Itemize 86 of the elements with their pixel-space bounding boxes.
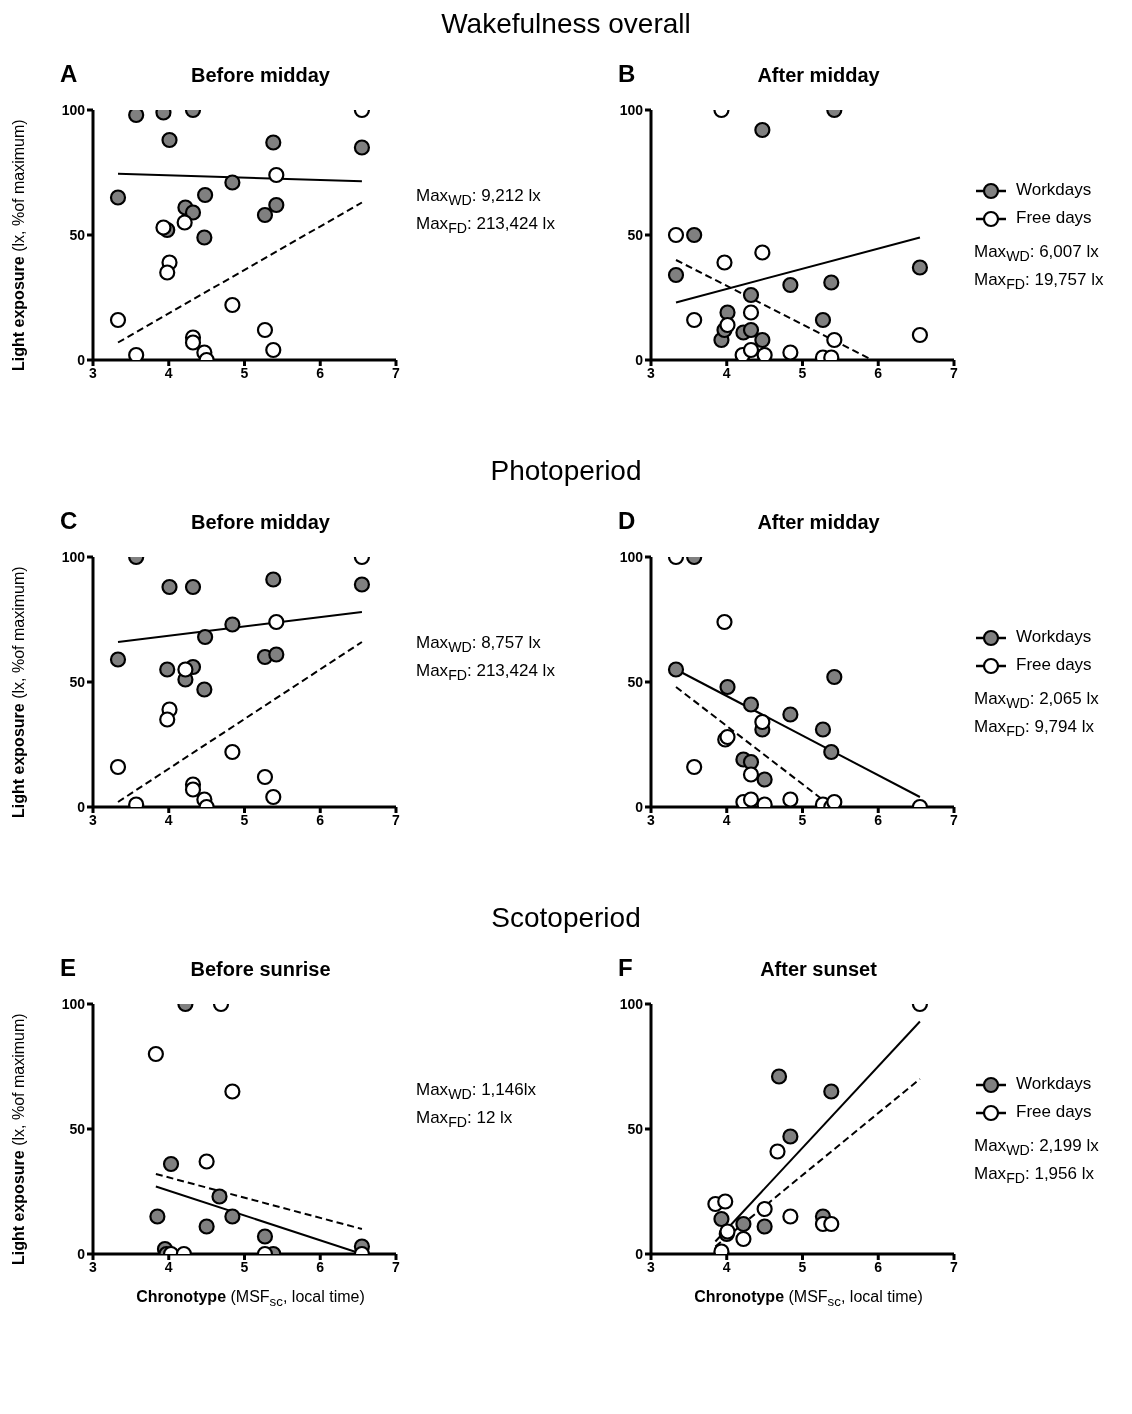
chart-title: Before sunrise	[190, 958, 331, 980]
text: Photoperiod	[490, 455, 642, 486]
y-tick-label: 50	[69, 673, 86, 690]
text: Max$_{WD}$: 8,757 lx	[416, 633, 541, 656]
chart-title: After sunset	[760, 958, 877, 980]
x-tick-label: 5	[240, 364, 249, 381]
x-tick-label: 7	[950, 811, 959, 828]
y-tick-label: 100	[61, 548, 86, 565]
x-tick-label: 3	[647, 811, 656, 828]
text: Max$_{FD}$: 1,956 lx	[974, 1164, 1094, 1187]
x-tick-label: 7	[392, 364, 401, 381]
y-tick-label: 0	[635, 798, 644, 815]
x-tick-label: 6	[316, 364, 325, 381]
y-tick-label: 0	[77, 1245, 86, 1262]
y-tick-label: 50	[627, 1120, 644, 1137]
y-tick-label: 0	[635, 1245, 644, 1262]
x-tick-label: 4	[164, 811, 173, 828]
x-tick-label: 3	[89, 811, 98, 828]
text: E	[60, 954, 77, 981]
chart-title: Before midday	[191, 511, 330, 533]
y-tick-label: 0	[635, 351, 644, 368]
text: Max$_{WD}$: 1,146lx	[416, 1080, 536, 1103]
x-tick-label: 3	[647, 364, 656, 381]
y-tick-label: 100	[619, 101, 644, 118]
y-tick-label: 0	[77, 351, 86, 368]
x-tick-label: 4	[164, 1258, 173, 1275]
x-tick-label: 3	[647, 1258, 656, 1275]
x-tick-label: 6	[316, 1258, 325, 1275]
chart-title: Before midday	[191, 64, 330, 86]
x-tick-label: 3	[89, 1258, 98, 1275]
text: B	[618, 60, 636, 87]
x-tick-label: 4	[722, 364, 731, 381]
text: Max$_{FD}$: 12 lx	[416, 1108, 513, 1131]
y-tick-label: 100	[61, 101, 86, 118]
y-tick-label: 100	[61, 995, 86, 1012]
x-tick-label: 7	[950, 1258, 959, 1275]
x-tick-label: 4	[722, 1258, 731, 1275]
x-tick-label: 6	[874, 811, 883, 828]
text: Max$_{FD}$: 213,424 lx	[416, 214, 555, 237]
x-tick-label: 6	[874, 1258, 883, 1275]
text: Max$_{FD}$: 213,424 lx	[416, 661, 555, 684]
chart-title: After midday	[757, 511, 880, 533]
text: Max$_{WD}$: 2,065 lx	[974, 689, 1099, 712]
x-tick-label: 5	[240, 811, 249, 828]
x-tick-label: 5	[798, 1258, 807, 1275]
chart-title: After midday	[757, 64, 880, 86]
text: Wakefulness overall	[441, 8, 691, 39]
x-tick-label: 4	[722, 811, 731, 828]
x-axis-title: Chronotype (MSF$_{sc}$, local time)	[136, 1288, 365, 1310]
text: Max$_{WD}$: 9,212 lx	[416, 186, 541, 209]
y-tick-label: 50	[69, 1120, 86, 1137]
y-tick-label: 100	[619, 995, 644, 1012]
legend-label: Free days	[1016, 1102, 1092, 1121]
text: Max$_{FD}$: 9,794 lx	[974, 717, 1094, 740]
x-tick-label: 6	[874, 364, 883, 381]
text: Max$_{FD}$: 19,757 lx	[974, 270, 1104, 293]
text: A	[60, 60, 78, 87]
text: D	[618, 507, 636, 534]
y-tick-label: 50	[627, 226, 644, 243]
text: F	[618, 954, 633, 981]
y-axis-title: Light exposure (lx, %of maximum)	[10, 1013, 27, 1265]
x-tick-label: 5	[798, 811, 807, 828]
text: C	[60, 507, 78, 534]
y-axis-title: Light exposure (lx, %of maximum)	[10, 119, 27, 371]
y-axis-title: Light exposure (lx, %of maximum)	[10, 566, 27, 818]
legend-label: Free days	[1016, 655, 1092, 674]
x-axis-title: Chronotype (MSF$_{sc}$, local time)	[694, 1288, 923, 1310]
y-tick-label: 100	[619, 548, 644, 565]
x-tick-label: 3	[89, 364, 98, 381]
x-tick-label: 5	[240, 1258, 249, 1275]
legend-label: Workdays	[1016, 627, 1092, 646]
x-tick-label: 4	[164, 364, 173, 381]
text: Max$_{WD}$: 6,007 lx	[974, 242, 1099, 265]
x-tick-label: 7	[950, 364, 959, 381]
legend-label: Free days	[1016, 208, 1092, 227]
y-tick-label: 50	[627, 673, 644, 690]
legend-label: Workdays	[1016, 1074, 1092, 1093]
y-tick-label: 50	[69, 226, 86, 243]
legend-label: Workdays	[1016, 180, 1092, 199]
x-tick-label: 5	[798, 364, 807, 381]
y-tick-label: 0	[77, 798, 86, 815]
x-tick-label: 6	[316, 811, 325, 828]
x-tick-label: 7	[392, 1258, 401, 1275]
x-tick-label: 7	[392, 811, 401, 828]
text: Scotoperiod	[491, 902, 641, 933]
text: Max$_{WD}$: 2,199 lx	[974, 1136, 1099, 1159]
